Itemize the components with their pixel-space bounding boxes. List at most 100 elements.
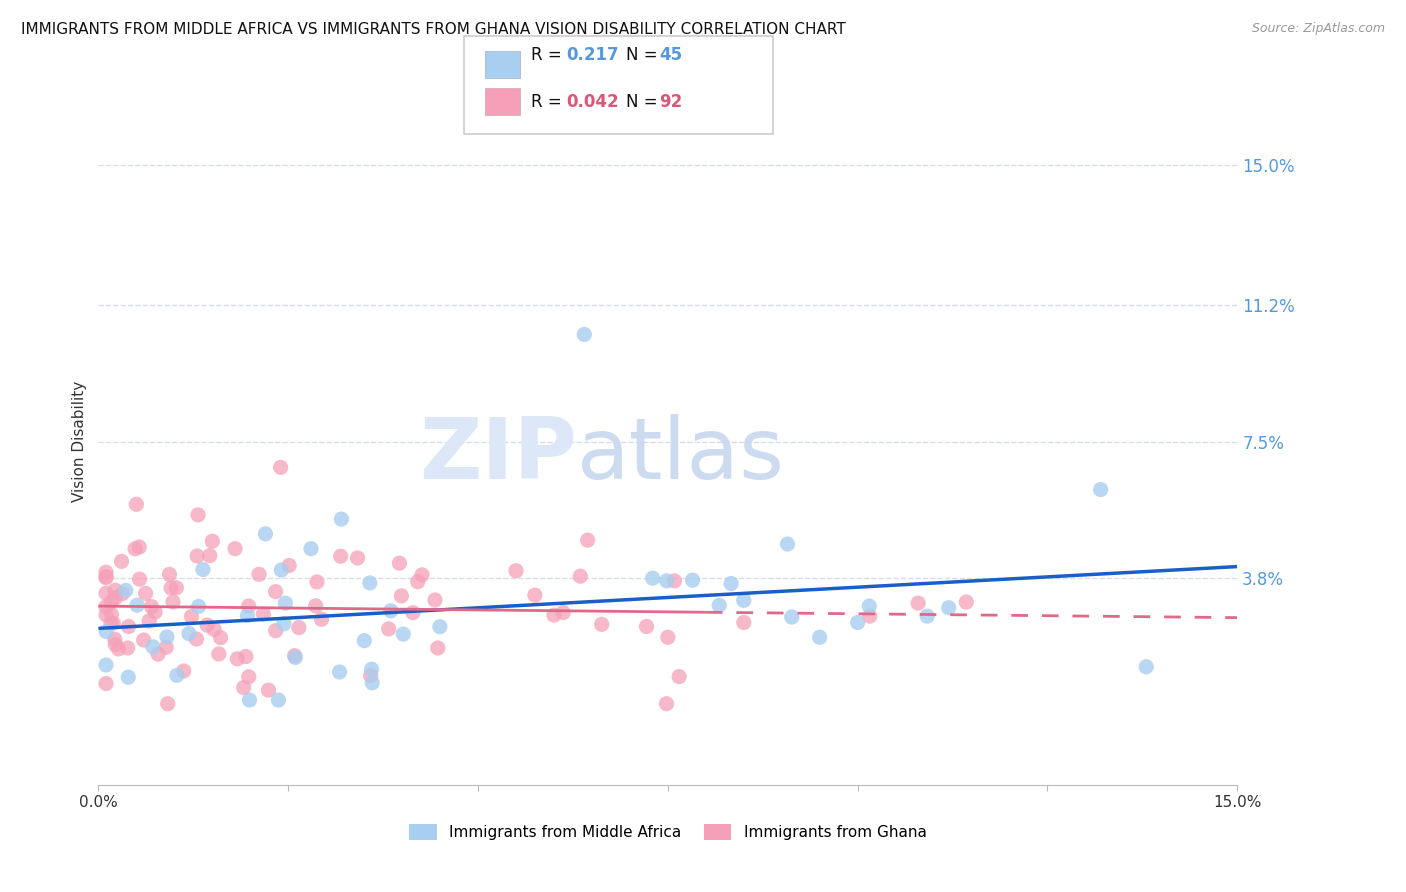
Point xyxy=(155,640,177,655)
Point xyxy=(406,574,429,589)
Point xyxy=(273,616,295,631)
Point xyxy=(709,599,731,613)
Point xyxy=(264,584,287,599)
Point xyxy=(100,615,122,630)
Point xyxy=(915,609,938,624)
Point xyxy=(641,571,664,585)
Point xyxy=(361,675,384,690)
Point xyxy=(209,631,232,645)
Point xyxy=(94,599,117,614)
Point xyxy=(808,630,831,644)
Point xyxy=(505,564,527,578)
Point xyxy=(388,556,411,570)
Point xyxy=(252,607,274,621)
Point xyxy=(201,534,224,549)
Point xyxy=(104,583,127,598)
Point xyxy=(426,640,449,655)
Point xyxy=(257,683,280,698)
Point xyxy=(359,576,381,591)
Point xyxy=(402,606,425,620)
Point xyxy=(202,623,225,637)
Point xyxy=(270,460,292,475)
Point xyxy=(523,588,546,602)
Point xyxy=(423,593,446,607)
Point xyxy=(360,668,382,682)
Point xyxy=(94,607,117,622)
Point xyxy=(682,573,704,587)
Point xyxy=(195,618,218,632)
Point xyxy=(94,565,117,579)
Point xyxy=(859,609,882,624)
Point xyxy=(135,586,157,600)
Text: Source: ZipAtlas.com: Source: ZipAtlas.com xyxy=(1251,22,1385,36)
Point xyxy=(411,567,433,582)
Point xyxy=(733,615,755,630)
Point xyxy=(238,693,260,707)
Point xyxy=(127,598,149,612)
Point xyxy=(392,627,415,641)
Text: 0.042: 0.042 xyxy=(567,93,619,111)
Text: IMMIGRANTS FROM MIDDLE AFRICA VS IMMIGRANTS FROM GHANA VISION DISABILITY CORRELA: IMMIGRANTS FROM MIDDLE AFRICA VS IMMIGRA… xyxy=(21,22,846,37)
Point xyxy=(389,589,412,603)
Point xyxy=(858,599,880,613)
Point xyxy=(94,586,117,600)
Point xyxy=(574,327,596,342)
Point xyxy=(657,630,679,644)
Point xyxy=(346,550,368,565)
Point xyxy=(288,621,311,635)
Point xyxy=(655,697,678,711)
Point xyxy=(110,554,132,568)
Point xyxy=(299,541,322,556)
Point xyxy=(191,562,214,576)
Point xyxy=(186,632,208,646)
Point xyxy=(208,647,231,661)
Point xyxy=(733,593,755,607)
Point xyxy=(284,650,307,665)
Point xyxy=(305,574,328,589)
Point xyxy=(226,652,249,666)
Point xyxy=(165,581,187,595)
Point xyxy=(591,617,613,632)
Point xyxy=(284,648,307,663)
Point xyxy=(329,549,352,564)
Point xyxy=(132,633,155,648)
Point xyxy=(94,571,117,585)
Text: ZIP: ZIP xyxy=(419,414,576,497)
Point xyxy=(138,614,160,628)
Point xyxy=(664,574,686,588)
Text: N =: N = xyxy=(626,93,662,111)
Point xyxy=(128,540,150,554)
Point xyxy=(101,616,124,631)
Point xyxy=(117,670,139,684)
Point xyxy=(156,697,179,711)
Point xyxy=(780,610,803,624)
Point xyxy=(776,537,799,551)
Point xyxy=(576,533,599,548)
Point xyxy=(94,676,117,690)
Point xyxy=(125,497,148,511)
Point xyxy=(100,595,122,609)
Text: 0.217: 0.217 xyxy=(567,46,619,64)
Point xyxy=(94,658,117,673)
Point xyxy=(104,637,127,651)
Point xyxy=(254,526,277,541)
Point xyxy=(278,558,301,573)
Point xyxy=(104,591,127,605)
Point xyxy=(311,612,333,626)
Point xyxy=(264,624,287,638)
Point xyxy=(160,581,183,595)
Text: atlas: atlas xyxy=(576,414,785,497)
Point xyxy=(238,670,260,684)
Point xyxy=(329,665,352,679)
Point xyxy=(186,549,208,563)
Point xyxy=(117,640,139,655)
Point xyxy=(1090,483,1112,497)
Point xyxy=(938,600,960,615)
Point xyxy=(274,596,297,610)
Text: R =: R = xyxy=(531,46,568,64)
Point xyxy=(247,567,270,582)
Point xyxy=(159,567,181,582)
Y-axis label: Vision Disability: Vision Disability xyxy=(72,381,87,502)
Point xyxy=(166,668,188,682)
Text: R =: R = xyxy=(531,93,568,111)
